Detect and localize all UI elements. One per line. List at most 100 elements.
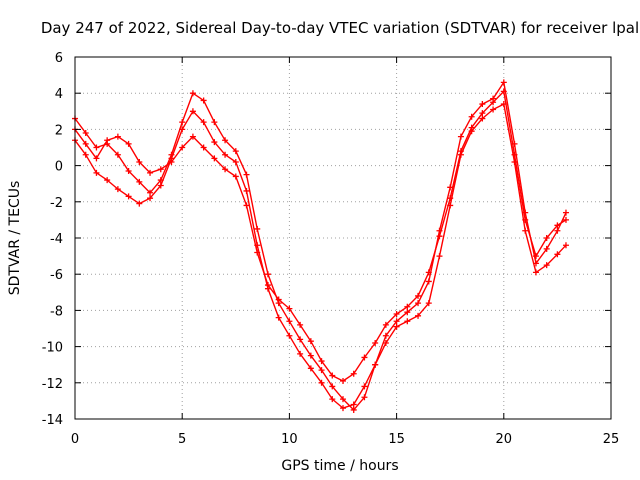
data-point — [554, 222, 561, 229]
data-point — [393, 311, 400, 318]
data-point — [500, 88, 507, 95]
data-point — [82, 140, 89, 147]
y-tick-label: -14 — [42, 413, 63, 428]
data-point — [243, 202, 250, 209]
data-point — [243, 171, 250, 178]
data-point — [447, 195, 454, 202]
data-point — [200, 97, 207, 104]
data-point — [307, 338, 314, 345]
data-point — [286, 332, 293, 339]
data-point — [490, 99, 497, 106]
data-point — [543, 245, 550, 252]
data-point — [104, 177, 111, 184]
data-point — [404, 303, 411, 310]
data-point — [114, 151, 121, 158]
data-point — [147, 169, 154, 176]
data-point — [179, 126, 186, 133]
data-point — [554, 227, 561, 234]
data-point — [147, 195, 154, 202]
data-point — [318, 379, 325, 386]
data-point — [372, 339, 379, 346]
y-axis-label: SDTVAR / TECUs — [7, 181, 23, 296]
data-point — [286, 318, 293, 325]
y-tick-label: -8 — [50, 304, 63, 319]
y-tick-label: -6 — [50, 268, 63, 283]
data-point — [254, 249, 261, 256]
data-point — [157, 182, 164, 189]
data-point — [275, 314, 282, 321]
data-point — [468, 113, 475, 120]
data-point — [125, 140, 132, 147]
x-tick-label: 20 — [496, 432, 513, 447]
y-tick-label: -2 — [50, 196, 63, 211]
data-point — [93, 144, 100, 151]
y-tick-label: 0 — [55, 160, 63, 175]
data-point — [425, 300, 432, 307]
data-point — [264, 282, 271, 289]
axis-ticks: 0 5 10 15 20 25 -14 -12 -10 -8 -6 -4 -2 0 2 4 6 — [42, 51, 620, 447]
data-point — [457, 148, 464, 155]
data-point — [350, 370, 357, 377]
data-point — [340, 396, 346, 403]
x-tick-label: 10 — [281, 432, 298, 447]
y-tick-label: -4 — [50, 232, 63, 247]
series-track-2 — [72, 101, 569, 412]
data-point — [222, 151, 229, 158]
data-point — [372, 361, 379, 368]
data-point — [554, 251, 561, 258]
data-point — [243, 187, 250, 194]
data-point — [211, 119, 218, 126]
data-point — [136, 158, 143, 165]
data-point — [157, 166, 164, 173]
data-point — [350, 406, 357, 413]
data-point — [490, 106, 497, 113]
data-point — [522, 209, 529, 216]
data-point — [125, 193, 132, 200]
data-point — [382, 332, 389, 339]
data-point — [297, 350, 304, 357]
data-point — [297, 321, 304, 328]
data-point — [200, 144, 207, 151]
data-point — [168, 158, 175, 165]
data-point — [189, 108, 196, 115]
data-point — [232, 148, 239, 155]
x-tick-label: 5 — [178, 432, 186, 447]
data-point — [82, 151, 89, 158]
data-point — [211, 155, 218, 162]
data-point — [254, 225, 261, 232]
data-point — [511, 151, 518, 158]
data-point — [114, 133, 121, 140]
data-point — [329, 383, 336, 390]
data-point — [382, 339, 389, 346]
data-point — [404, 309, 411, 316]
data-point — [114, 186, 121, 193]
data-point — [297, 336, 304, 343]
grid — [75, 57, 611, 419]
data-point — [329, 396, 336, 403]
data-point — [361, 383, 368, 390]
data-point — [479, 101, 486, 108]
data-point — [361, 354, 368, 361]
data-point — [179, 119, 186, 126]
data-point — [286, 305, 293, 312]
data-point — [318, 358, 325, 365]
chart-title: Day 247 of 2022, Sidereal Day-to-day VTE… — [41, 19, 639, 37]
data-point — [104, 137, 111, 144]
data-point — [532, 269, 539, 276]
data-point — [415, 292, 422, 299]
data-point — [382, 321, 389, 328]
data-point — [468, 124, 475, 131]
data-point — [436, 233, 443, 240]
data-point — [307, 365, 314, 372]
data-point — [136, 178, 143, 185]
data-point — [125, 168, 132, 175]
x-axis-label: GPS time / hours — [281, 458, 398, 474]
data-point — [136, 200, 143, 207]
data-point — [543, 262, 550, 269]
data-point — [232, 173, 239, 180]
data-point — [404, 318, 411, 325]
data-point — [200, 119, 207, 126]
data-point — [189, 133, 196, 140]
